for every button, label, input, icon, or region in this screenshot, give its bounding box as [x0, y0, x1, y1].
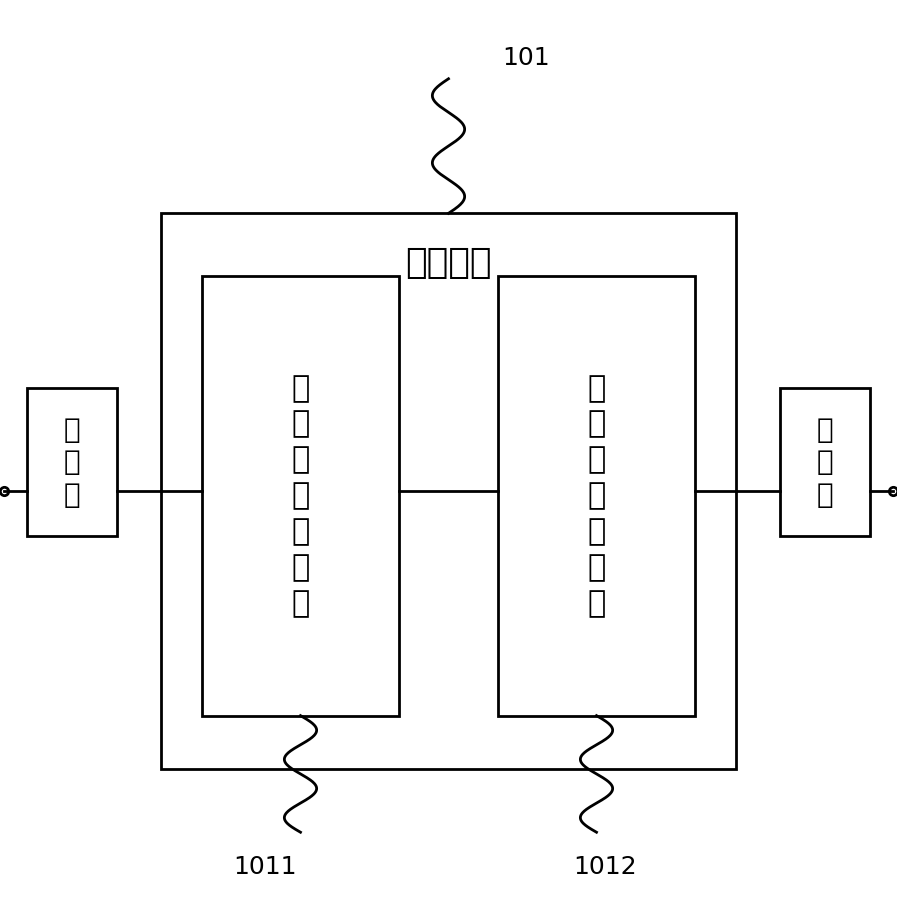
Text: 第
二
级
滤
波
电
路: 第 二 级 滤 波 电 路	[588, 374, 605, 618]
FancyBboxPatch shape	[161, 213, 736, 770]
Text: 输
入
端: 输 入 端	[64, 415, 80, 508]
Text: 输
出
端: 输 出 端	[817, 415, 833, 508]
Text: 1012: 1012	[574, 855, 637, 879]
FancyBboxPatch shape	[780, 388, 870, 537]
Text: 1011: 1011	[233, 855, 296, 879]
Text: 滤波电路: 滤波电路	[405, 246, 492, 280]
FancyBboxPatch shape	[27, 388, 117, 537]
Text: 第
一
级
滤
波
电
路: 第 一 级 滤 波 电 路	[292, 374, 309, 618]
FancyBboxPatch shape	[202, 276, 399, 716]
FancyBboxPatch shape	[498, 276, 695, 716]
Text: 101: 101	[502, 46, 550, 70]
